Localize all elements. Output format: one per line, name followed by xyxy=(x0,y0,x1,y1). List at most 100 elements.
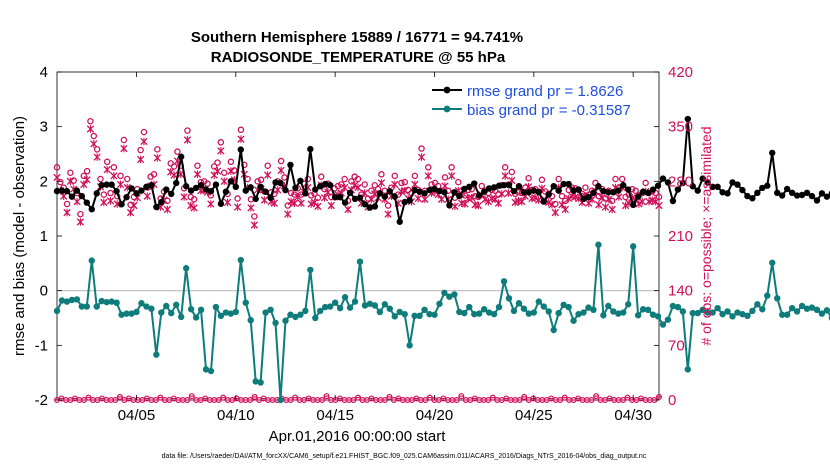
rmse-point xyxy=(500,181,508,189)
bias-point xyxy=(475,310,483,317)
rmse-point xyxy=(158,198,165,206)
bias-point xyxy=(277,396,284,404)
bias-point xyxy=(411,312,418,320)
possible-marker xyxy=(582,184,589,191)
rmse-point xyxy=(68,193,76,200)
possible-marker xyxy=(87,117,94,125)
rmse-point xyxy=(182,183,190,190)
bias-point xyxy=(674,303,682,311)
bias-point xyxy=(361,302,369,309)
rmse-point xyxy=(98,181,105,189)
bias-point xyxy=(590,306,597,313)
bias-point xyxy=(629,243,637,250)
x-tick-label: 04/25 xyxy=(515,407,553,424)
bias-point xyxy=(168,309,175,317)
rmse-point xyxy=(475,192,483,199)
bias-point xyxy=(699,306,706,313)
rmse-point xyxy=(684,115,692,123)
rmse-point xyxy=(341,199,349,206)
y-tick-label: 1 xyxy=(40,228,48,245)
bias-point xyxy=(540,303,547,310)
bias-point xyxy=(600,312,607,319)
rmse-point xyxy=(485,185,493,192)
rmse-point xyxy=(540,198,547,205)
rmse-point xyxy=(302,190,309,197)
bias-point xyxy=(406,342,413,349)
bias-point xyxy=(252,378,259,385)
rmse-point xyxy=(530,187,538,194)
bias-point xyxy=(704,309,711,316)
y2-tick-label: 280 xyxy=(668,173,693,190)
bias-point xyxy=(654,313,662,320)
bias-point xyxy=(803,305,811,312)
bias-point xyxy=(376,308,384,316)
possible-marker xyxy=(368,187,375,194)
rmse-point xyxy=(704,179,711,186)
legend-bias-marker xyxy=(443,105,451,113)
possible-marker xyxy=(90,132,98,140)
possible-marker xyxy=(53,164,61,171)
rmse-point xyxy=(192,184,200,192)
bias-point xyxy=(649,311,657,318)
rmse-point xyxy=(709,183,716,190)
rmse-point xyxy=(421,190,428,197)
possible-marker xyxy=(478,182,485,190)
rmse-point xyxy=(242,187,249,194)
possible-marker xyxy=(501,164,509,171)
rmse-point xyxy=(272,179,279,186)
rmse-point xyxy=(247,184,254,191)
rmse-point xyxy=(490,184,498,191)
possible-marker xyxy=(441,174,449,181)
bias-point xyxy=(545,308,552,315)
bias-point xyxy=(177,313,185,321)
possible-marker xyxy=(317,173,325,180)
rmse-point xyxy=(595,183,602,190)
rmse-point xyxy=(813,197,821,204)
possible-marker xyxy=(154,146,161,153)
bias-point xyxy=(595,241,602,248)
rmse-point xyxy=(396,218,403,225)
rmse-point xyxy=(123,193,130,201)
possible-marker xyxy=(217,139,225,146)
bias-point xyxy=(317,307,324,315)
bias-point xyxy=(401,310,408,318)
x-tick-label: 04/05 xyxy=(118,407,156,424)
rmse-point xyxy=(436,187,443,195)
rmse-point xyxy=(600,187,607,195)
rmse-point xyxy=(351,195,359,203)
possible-marker xyxy=(174,148,181,155)
possible-marker xyxy=(257,176,265,184)
bias-point xyxy=(490,310,498,318)
possible-marker xyxy=(220,169,228,176)
possible-marker xyxy=(448,164,455,171)
rmse-point xyxy=(257,183,264,190)
bias-point xyxy=(307,266,314,274)
bias-point xyxy=(257,379,264,386)
legend-rmse-label: rmse grand pr = 1.8626 xyxy=(467,83,623,100)
bias-point xyxy=(212,303,220,311)
possible-marker xyxy=(642,179,649,187)
possible-marker xyxy=(150,171,158,178)
possible-marker xyxy=(411,172,419,180)
bias-point xyxy=(68,296,76,304)
bias-point xyxy=(714,304,721,312)
possible-marker xyxy=(140,128,148,136)
rmse-point xyxy=(138,187,145,194)
bias-point xyxy=(207,367,215,375)
rmse-point xyxy=(277,179,284,187)
rmse-point xyxy=(778,192,786,199)
rmse-point xyxy=(267,194,274,201)
rmse-point xyxy=(58,187,66,194)
y-tick-label: -2 xyxy=(35,392,48,409)
rmse-point xyxy=(644,189,652,197)
rmse-point xyxy=(401,198,408,206)
bias-point xyxy=(684,366,692,373)
chart-title: Southern Hemisphere 15889 / 16771 = 94.7… xyxy=(191,29,523,46)
bias-point xyxy=(366,300,374,307)
y-axis-label: rmse and bias (model - observation) xyxy=(11,116,28,356)
possible-marker xyxy=(277,157,285,165)
bias-point xyxy=(719,310,726,318)
bias-point xyxy=(774,295,781,302)
bias-point xyxy=(709,309,716,316)
bias-point xyxy=(118,311,125,318)
